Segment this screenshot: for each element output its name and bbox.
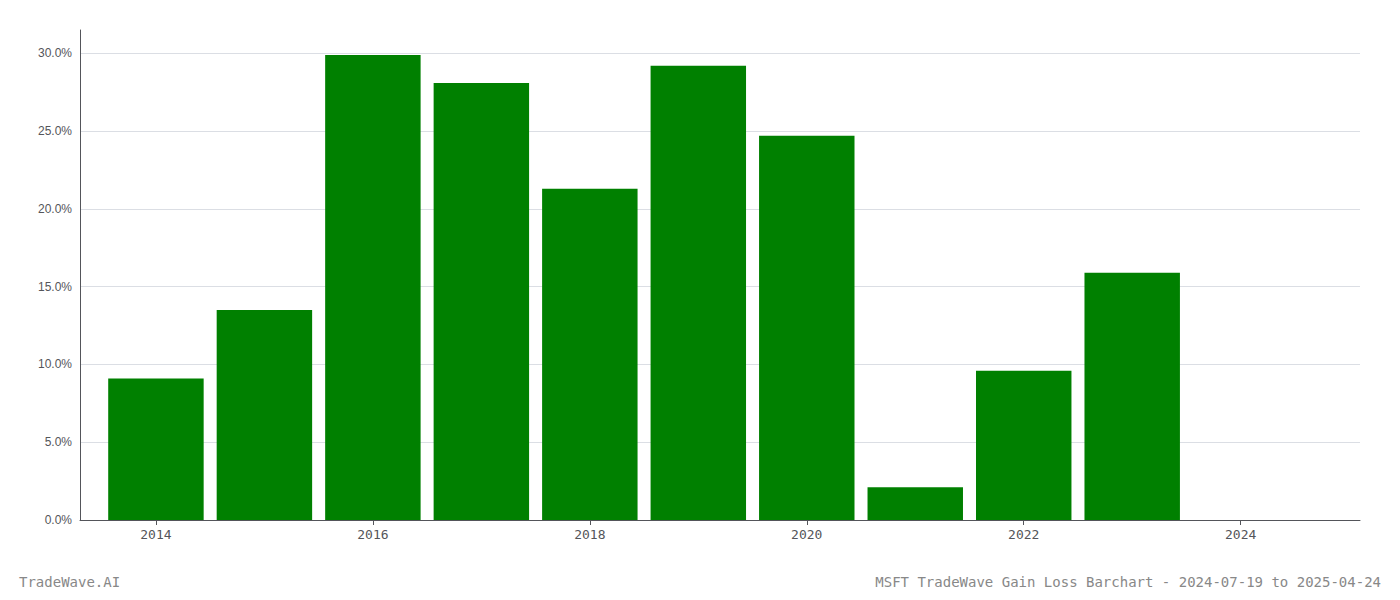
svg-text:TradeWave.AI: TradeWave.AI — [19, 574, 120, 590]
svg-text:5.0%: 5.0% — [45, 435, 73, 449]
svg-text:2016: 2016 — [357, 527, 388, 542]
svg-text:20.0%: 20.0% — [38, 202, 72, 216]
svg-text:30.0%: 30.0% — [38, 46, 72, 60]
svg-text:2022: 2022 — [1008, 527, 1039, 542]
svg-text:2024: 2024 — [1225, 527, 1256, 542]
svg-text:2018: 2018 — [574, 527, 605, 542]
svg-text:10.0%: 10.0% — [38, 357, 72, 371]
svg-text:2020: 2020 — [791, 527, 822, 542]
svg-text:2014: 2014 — [140, 527, 171, 542]
svg-text:0.0%: 0.0% — [45, 513, 73, 527]
svg-text:25.0%: 25.0% — [38, 124, 72, 138]
svg-text:MSFT TradeWave Gain Loss Barch: MSFT TradeWave Gain Loss Barchart - 2024… — [875, 574, 1381, 590]
svg-text:15.0%: 15.0% — [38, 280, 72, 294]
